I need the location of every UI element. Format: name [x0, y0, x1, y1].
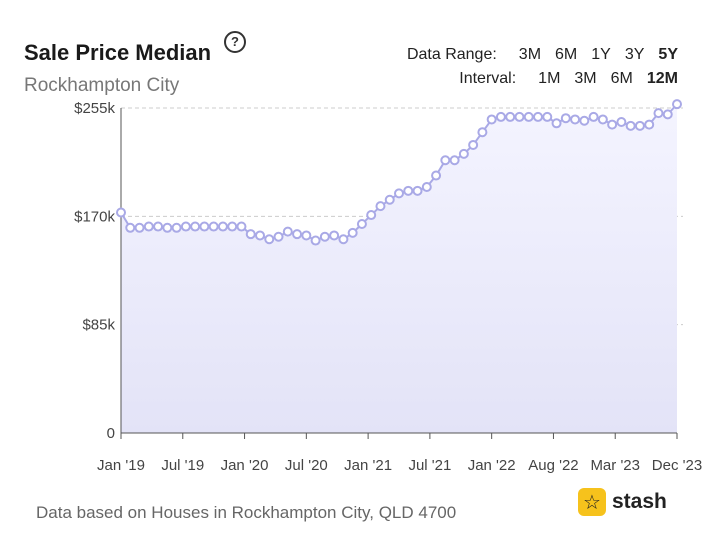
data-point [171, 222, 182, 233]
chart-title: Sale Price Median [24, 40, 212, 65]
data-point [143, 221, 154, 232]
data-point [570, 114, 581, 125]
data-point [403, 185, 414, 196]
chart-subtitle: Rockhampton City [24, 75, 180, 96]
star-icon: ☆ [578, 488, 606, 516]
data-point [162, 222, 173, 233]
data-point [116, 207, 126, 218]
data-point [523, 111, 534, 122]
interval-label: Interval: [459, 70, 517, 87]
data-point [125, 222, 136, 233]
interval-option-1m[interactable]: 1M [538, 70, 561, 87]
data-point [338, 234, 349, 245]
data-point [301, 230, 312, 241]
data-range-option-1y[interactable]: 1Y [591, 46, 611, 63]
data-point [199, 221, 210, 232]
data-point [653, 108, 664, 119]
data-point [329, 230, 340, 241]
y-tick-label: $255k [74, 100, 115, 117]
brand-name: stash [612, 490, 667, 513]
data-point [542, 111, 553, 122]
data-point [486, 114, 497, 125]
data-point [458, 148, 469, 159]
interval-option-12m[interactable]: 12M [646, 70, 678, 87]
x-tick-label: Dec '23 [652, 457, 702, 474]
x-tick-label: Jan '22 [468, 457, 516, 474]
data-point [282, 226, 293, 237]
data-point [264, 234, 275, 245]
data-point [236, 221, 247, 232]
data-point [394, 188, 404, 199]
data-point [208, 221, 219, 232]
x-tick-label: Jan '19 [97, 457, 145, 474]
data-point [505, 111, 516, 122]
y-tick-label: 0 [107, 425, 115, 442]
data-point [644, 119, 655, 130]
data-point [134, 222, 145, 233]
data-range-option-3y[interactable]: 3Y [624, 46, 645, 63]
data-range-option-6m[interactable]: 6M [555, 46, 578, 63]
data-point [662, 109, 673, 120]
data-point [384, 194, 395, 205]
data-point [449, 155, 460, 166]
data-point [579, 115, 590, 126]
chart-controls: Data Range: 3M 6M 1Y 3Y 5Y Interval: 1M … [407, 46, 678, 94]
data-point [560, 113, 571, 124]
x-tick-label: Jan '21 [344, 457, 392, 474]
data-point [292, 229, 303, 240]
interval-option-3m[interactable]: 3M [574, 70, 597, 87]
x-tick-label: Jan '20 [221, 457, 269, 474]
data-point [180, 221, 191, 232]
data-point [153, 221, 164, 232]
x-tick-label: Mar '23 [590, 457, 640, 474]
data-point [273, 231, 284, 242]
data-point [217, 221, 228, 232]
data-point [588, 111, 599, 122]
y-tick-label: $170k [74, 208, 115, 225]
brand-logo: ☆ stash [578, 488, 667, 516]
data-point [616, 117, 627, 128]
data-point [533, 111, 543, 122]
interval-row: Interval: 1M 3M 6M 12M [407, 70, 678, 88]
data-point [625, 120, 636, 131]
data-point [672, 99, 682, 110]
data-point [607, 119, 618, 130]
data-point [514, 111, 525, 122]
data-range-option-3m[interactable]: 3M [518, 46, 542, 63]
data-point [347, 227, 358, 238]
data-point [190, 221, 201, 232]
data-point [319, 231, 330, 242]
data-point [468, 139, 479, 150]
data-point [310, 235, 321, 246]
x-tick-label: Jul '20 [285, 457, 328, 474]
area-fill [121, 104, 677, 434]
data-point [227, 221, 238, 232]
x-tick-label: Jul '21 [408, 457, 451, 474]
data-point [366, 210, 377, 221]
data-range-label: Data Range: [406, 46, 497, 63]
data-range-option-5y[interactable]: 5Y [658, 46, 678, 63]
data-point [551, 118, 562, 129]
data-point [356, 218, 367, 229]
y-tick-label: $85k [82, 317, 115, 334]
data-range-row: Data Range: 3M 6M 1Y 3Y 5Y [407, 46, 678, 64]
interval-option-6m[interactable]: 6M [610, 70, 633, 87]
data-point [431, 170, 442, 181]
data-point [421, 182, 432, 193]
data-point [634, 120, 645, 131]
help-icon[interactable]: ? [224, 31, 246, 53]
data-point [477, 127, 488, 138]
data-point [255, 230, 265, 241]
footer-note: Data based on Houses in Rockhampton City… [36, 503, 457, 522]
x-tick-label: Jul '19 [161, 457, 204, 474]
data-point [375, 201, 386, 212]
x-tick-label: Aug '22 [528, 457, 578, 474]
data-point [440, 155, 451, 166]
data-point [412, 185, 423, 196]
data-point [245, 229, 256, 240]
data-point [495, 111, 506, 122]
data-point [597, 114, 608, 125]
